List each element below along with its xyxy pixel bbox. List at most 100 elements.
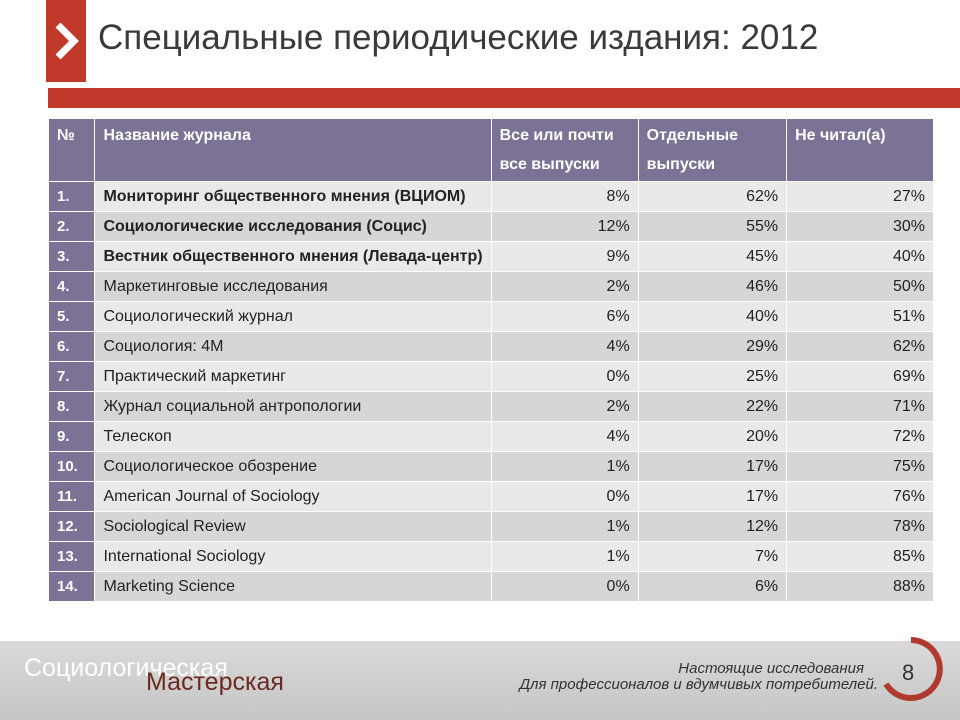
table-row: 3. Вестник общественного мнения (Левада-ц… (47, 241, 934, 272)
row-number: 1. (47, 181, 96, 212)
table-row: 5. Социологический журнал 6% 40% 51% (47, 301, 934, 332)
table-body: 1. Мониторинг общественного мнения (ВЦИОМ… (47, 181, 934, 602)
row-number: 8. (47, 391, 96, 422)
row-number: 9. (47, 421, 96, 452)
value-all-issues: 2% (490, 391, 639, 422)
value-not-read: 40% (786, 241, 934, 272)
value-all-issues: 4% (490, 331, 639, 362)
value-all-issues: 1% (490, 541, 639, 572)
value-all-issues: 6% (490, 301, 639, 332)
value-not-read: 51% (786, 301, 934, 332)
value-some-issues: 45% (637, 241, 788, 272)
table-row: 14. Marketing Science 0% 6% 88% (47, 571, 934, 602)
footer-tagline1: Настоящие исследования (678, 660, 864, 677)
value-all-issues: 9% (490, 241, 639, 272)
value-some-issues: 25% (637, 361, 788, 392)
header-some-issues: Отдельные выпуски (637, 118, 788, 182)
value-not-read: 62% (786, 331, 934, 362)
value-not-read: 30% (786, 211, 934, 242)
value-all-issues: 0% (490, 571, 639, 602)
row-number: 10. (47, 451, 96, 482)
table-row: 12. Sociological Review 1% 12% 78% (47, 511, 934, 542)
value-all-issues: 2% (490, 271, 639, 302)
table-row: 8. Журнал социальной антропологии 2% 22% 71% (47, 391, 934, 422)
journal-name: Социология: 4М (94, 331, 492, 362)
header-all-issues: Все или почти все выпуски (490, 118, 639, 182)
journal-name: International Sociology (94, 541, 492, 572)
value-all-issues: 1% (490, 451, 639, 482)
page-ring-icon (883, 637, 943, 701)
row-number: 6. (47, 331, 96, 362)
header-name: Название журнала (94, 118, 492, 182)
table-row: 2. Социологические исследования (Социс) 12… (47, 211, 934, 242)
value-some-issues: 7% (637, 541, 788, 572)
value-some-issues: 20% (637, 421, 788, 452)
table-row: 6. Социология: 4М 4% 29% 62% (47, 331, 934, 362)
value-some-issues: 55% (637, 211, 788, 242)
value-not-read: 50% (786, 271, 934, 302)
table-row: 10. Социологическое обозрение 1% 17% 75% (47, 451, 934, 482)
table-row: 7. Практический маркетинг 0% 25% 69% (47, 361, 934, 392)
chevron-right-icon (55, 22, 79, 60)
value-not-read: 72% (786, 421, 934, 452)
table-row: 4. Маркетинговые исследования 2% 46% 50% (47, 271, 934, 302)
value-not-read: 75% (786, 451, 934, 482)
table-row: 9. Телескоп 4% 20% 72% (47, 421, 934, 452)
journal-name: Социологический журнал (94, 301, 492, 332)
value-all-issues: 4% (490, 421, 639, 452)
value-some-issues: 12% (637, 511, 788, 542)
journal-name: Практический маркетинг (94, 361, 492, 392)
accent-bar (48, 88, 960, 108)
footer-brand-line1: Социологическая (24, 654, 228, 682)
value-not-read: 27% (786, 181, 934, 212)
value-not-read: 78% (786, 511, 934, 542)
value-not-read: 69% (786, 361, 934, 392)
value-not-read: 88% (786, 571, 934, 602)
row-number: 13. (47, 541, 96, 572)
page-title: Специальные периодические издания: 2012 (98, 18, 819, 57)
footer-brand-line2: Мастерская (146, 668, 284, 696)
journal-name: Телескоп (94, 421, 492, 452)
table-row: 11. American Journal of Sociology 0% 17% 76% (47, 481, 934, 512)
table-row: 1. Мониторинг общественного мнения (ВЦИОМ… (47, 181, 934, 212)
value-some-issues: 29% (637, 331, 788, 362)
header-not-read: Не читал(а) (786, 118, 934, 182)
value-some-issues: 40% (637, 301, 788, 332)
row-number: 14. (47, 571, 96, 602)
value-some-issues: 17% (637, 481, 788, 512)
journal-name: Мониторинг общественного мнения (ВЦИОМ) (94, 181, 492, 212)
value-not-read: 85% (786, 541, 934, 572)
journal-name: American Journal of Sociology (94, 481, 492, 512)
row-number: 5. (47, 301, 96, 332)
value-not-read: 71% (786, 391, 934, 422)
journal-name: Социологическое обозрение (94, 451, 492, 482)
value-all-issues: 0% (490, 481, 639, 512)
row-number: 2. (47, 211, 96, 242)
value-some-issues: 46% (637, 271, 788, 302)
journal-name: Вестник общественного мнения (Левада-цен… (94, 241, 492, 272)
row-number: 11. (47, 481, 96, 512)
footer (0, 641, 960, 720)
row-number: 7. (47, 361, 96, 392)
table-header-row: № Название журнала Все или почти все вып… (47, 118, 934, 182)
header-num: № (47, 118, 96, 182)
table-row: 13. International Sociology 1% 7% 85% (47, 541, 934, 572)
journal-name: Marketing Science (94, 571, 492, 602)
journals-table: № Название журнала Все или почти все вып… (47, 118, 934, 602)
value-some-issues: 62% (637, 181, 788, 212)
row-number: 3. (47, 241, 96, 272)
value-some-issues: 17% (637, 451, 788, 482)
journal-name: Социологические исследования (Социс) (94, 211, 492, 242)
value-not-read: 76% (786, 481, 934, 512)
journal-name: Sociological Review (94, 511, 492, 542)
value-some-issues: 6% (637, 571, 788, 602)
value-all-issues: 8% (490, 181, 639, 212)
value-some-issues: 22% (637, 391, 788, 422)
value-all-issues: 0% (490, 361, 639, 392)
value-all-issues: 1% (490, 511, 639, 542)
row-number: 12. (47, 511, 96, 542)
page-number: 8 (902, 660, 915, 685)
row-number: 4. (47, 271, 96, 302)
footer-tagline2: Для профессионалов и вдумчивых потребите… (519, 676, 878, 693)
journal-name: Журнал социальной антропологии (94, 391, 492, 422)
